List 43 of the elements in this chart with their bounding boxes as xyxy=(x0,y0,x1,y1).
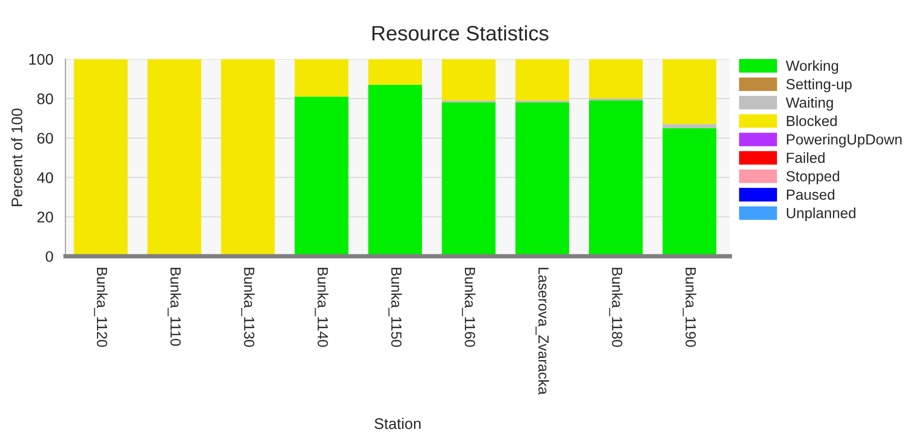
x-tick-label: Bunka_1190 xyxy=(682,268,696,347)
bar xyxy=(442,59,496,101)
y-axis-title: Percent of 100 xyxy=(11,108,22,206)
y-tick-label: 80 xyxy=(37,93,54,104)
bar xyxy=(662,128,716,256)
bar xyxy=(294,59,348,97)
x-tick-label: Bunka_1130 xyxy=(241,268,255,347)
x-tick-label: Bunka_1120 xyxy=(94,268,108,347)
chart-title: Resource Statistics xyxy=(372,25,548,41)
y-tick-label: 20 xyxy=(37,212,54,222)
bar xyxy=(147,59,202,256)
legend-label: Stopped xyxy=(786,170,840,184)
bar xyxy=(294,96,348,256)
legend-label: Setting-up xyxy=(786,78,852,92)
y-tick-label: 0 xyxy=(46,251,54,262)
bar xyxy=(368,59,422,85)
bar xyxy=(74,59,128,256)
bar xyxy=(662,124,716,128)
legend-label: Working xyxy=(786,60,838,74)
x-axis-title: Station xyxy=(374,418,420,430)
legend-label: Blocked xyxy=(786,115,837,126)
bar xyxy=(221,59,275,256)
bar xyxy=(662,59,716,124)
x-tick-label: Bunka_1150 xyxy=(388,268,402,347)
legend-label: Unplanned xyxy=(786,208,856,222)
x-tick-label: Bunka_1140 xyxy=(314,268,328,347)
x-tick-label: Laserova_Zvaracka xyxy=(536,268,550,395)
bar xyxy=(442,102,496,256)
y-tick-label: 40 xyxy=(37,172,54,184)
bar xyxy=(515,59,570,101)
bar xyxy=(589,59,643,99)
bar xyxy=(589,100,643,256)
x-tick-label: Bunka_1180 xyxy=(609,268,623,347)
bar xyxy=(368,84,422,256)
x-tick-label: Bunka_1160 xyxy=(462,268,476,347)
bar xyxy=(515,102,570,256)
legend-label: Paused xyxy=(786,189,834,200)
legend-label: Failed xyxy=(786,152,825,163)
legend-label: PoweringUpDown xyxy=(786,134,902,148)
legend-label: Waiting xyxy=(786,97,833,111)
y-tick-label: 60 xyxy=(37,132,54,144)
y-tick-label: 100 xyxy=(29,54,54,65)
x-tick-label: Bunka_1110 xyxy=(168,268,182,346)
